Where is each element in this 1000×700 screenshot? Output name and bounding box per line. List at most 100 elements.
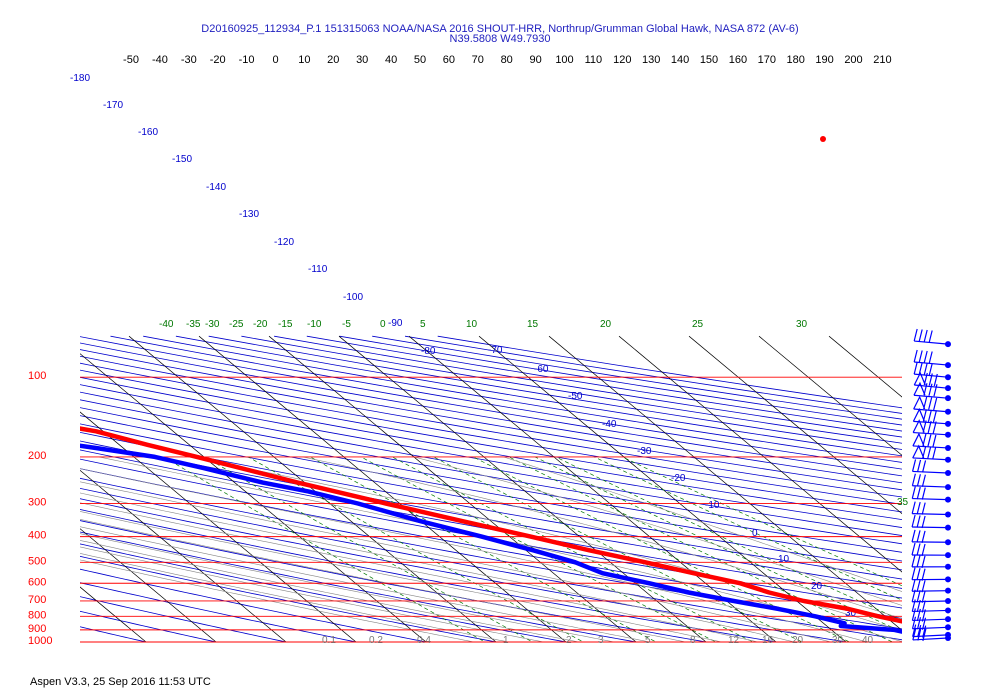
mixing-ratio-label: 20 [792, 635, 804, 646]
isotherm-tick-label: 60 [443, 54, 455, 66]
pressure-tick-label: 200 [28, 450, 46, 462]
wind-barb-pennant [912, 407, 925, 422]
mixing-ratio-label: 16 [762, 635, 774, 646]
isotherm-line [688, 335, 902, 515]
footer-text: Aspen V3.3, 25 Sep 2016 11:53 UTC [30, 676, 211, 688]
wind-barb-feather [916, 459, 922, 473]
wind-barb-feather [933, 384, 938, 397]
pressure-tick-label: 1000 [28, 635, 52, 647]
dry-adiabat-line [80, 610, 218, 642]
moist-adiabat-line [80, 492, 796, 642]
wind-barb [911, 616, 951, 631]
isotherm-tick-labels: -50 -40 -30 -20 -10 0 10 20 30 40 50 60 70 80 90 100 110… [123, 54, 892, 66]
wind-barb-feather [933, 373, 938, 387]
isotherm-tick-label: 20 [327, 54, 339, 66]
dry-adiabat-labels: -180-170-160-150-140-130-120-110-100-90-… [70, 73, 857, 619]
wind-barb [913, 381, 951, 402]
wind-barb [912, 432, 951, 451]
wind-barb-feather [921, 600, 926, 613]
mixing-ratio-line [534, 456, 902, 633]
wind-barb-feather [913, 349, 918, 363]
moist-adiabat-line [414, 456, 902, 606]
dry-adiabat-label: -60 [534, 364, 549, 375]
mixing-ratio-label: 0.2 [369, 635, 383, 646]
isotherm-tick-label: 160 [729, 54, 747, 66]
wind-barb-feather [913, 328, 918, 342]
dry-adiabat-label: -30 [637, 446, 652, 457]
isotherm-tick-label: 210 [873, 54, 891, 66]
moist-adiabat-line [80, 559, 476, 642]
wind-barb [913, 328, 951, 348]
dry-adiabat-line [80, 543, 569, 642]
wind-barb-feather [921, 487, 926, 500]
moist-adiabat-line [80, 511, 723, 642]
isotherm-line [828, 335, 902, 398]
wind-barb-feather [932, 446, 937, 460]
wind-barb-feather [912, 624, 917, 637]
isotherm-tick-label: 90 [529, 54, 541, 66]
wind-barb-feather [921, 515, 926, 529]
wind-barb-feather [922, 409, 927, 422]
dry-adiabat-label: -50 [568, 391, 583, 402]
mixing-ratio-lines [163, 456, 902, 642]
isotherm-line [80, 411, 357, 642]
dry-adiabat-line [80, 477, 902, 630]
isotherm-tick-label: 120 [613, 54, 631, 66]
wind-barb-feather [928, 351, 933, 364]
wind-barb-feather [932, 434, 937, 448]
pressure-tick-label: 100 [28, 370, 46, 382]
isotherm-tick-label: 80 [501, 54, 513, 66]
isotherm-line [338, 335, 707, 642]
mixing-ratio-label: 5 [645, 635, 651, 646]
moist-adiabat-label: 5 [420, 319, 426, 330]
dry-adiabat-label: -160 [138, 127, 158, 138]
wind-barb-feather [916, 579, 921, 592]
moist-adiabat-label: 15 [527, 319, 539, 330]
wind-barb-feather [921, 543, 926, 557]
wind-barb-feather [911, 589, 916, 602]
wind-barb-staff [912, 497, 949, 501]
temperature-profile [80, 426, 902, 624]
moist-adiabat-line [80, 553, 511, 642]
dewpoint-profile [80, 443, 902, 634]
dry-adiabat-line [80, 582, 359, 642]
moist-adiabat-label: -30 [205, 319, 220, 330]
isotherm-tick-label: 70 [472, 54, 484, 66]
moist-adiabat-label: -10 [307, 319, 322, 330]
wind-barb-feather [911, 554, 916, 568]
wind-barb [912, 419, 951, 438]
wind-barb-feather [911, 579, 916, 592]
wind-barb-pennant [912, 432, 925, 447]
dry-adiabat-label: 0 [752, 528, 758, 539]
wind-barb-feather [927, 409, 932, 422]
isotherm-tick-label: 180 [787, 54, 805, 66]
moist-adiabat-line [80, 546, 546, 642]
dry-adiabat-line [80, 449, 902, 599]
dry-adiabat-line [80, 415, 902, 562]
dry-adiabat-line [80, 399, 902, 545]
wind-barb-staff [912, 526, 949, 529]
wind-barb-feather [932, 421, 937, 434]
wind-barb-feather [927, 420, 932, 434]
wind-barb-feather [923, 372, 928, 386]
wind-barb-feather [916, 530, 921, 543]
wind-barb-feather [927, 434, 932, 447]
dry-adiabat-line [80, 440, 902, 589]
dry-adiabat-line [80, 362, 902, 505]
dry-adiabat-line [80, 342, 902, 484]
wind-barb-feather [916, 515, 921, 528]
wind-barb-feather [918, 362, 923, 375]
dry-adiabat-line [80, 391, 902, 536]
wind-barb-feather [911, 599, 916, 612]
isotherm-tick-label: 170 [758, 54, 776, 66]
mixing-ratio-label: 2 [566, 635, 572, 646]
isotherm-line [758, 335, 902, 456]
dry-adiabat-line [80, 520, 709, 642]
dry-adiabat-label: -10 [705, 500, 720, 511]
wind-barb-feather [916, 474, 921, 487]
wind-barb-staff [912, 590, 949, 592]
mixing-ratio-line [392, 456, 754, 642]
dry-adiabat-line [80, 431, 902, 580]
pressure-tick-label: 400 [28, 530, 46, 542]
